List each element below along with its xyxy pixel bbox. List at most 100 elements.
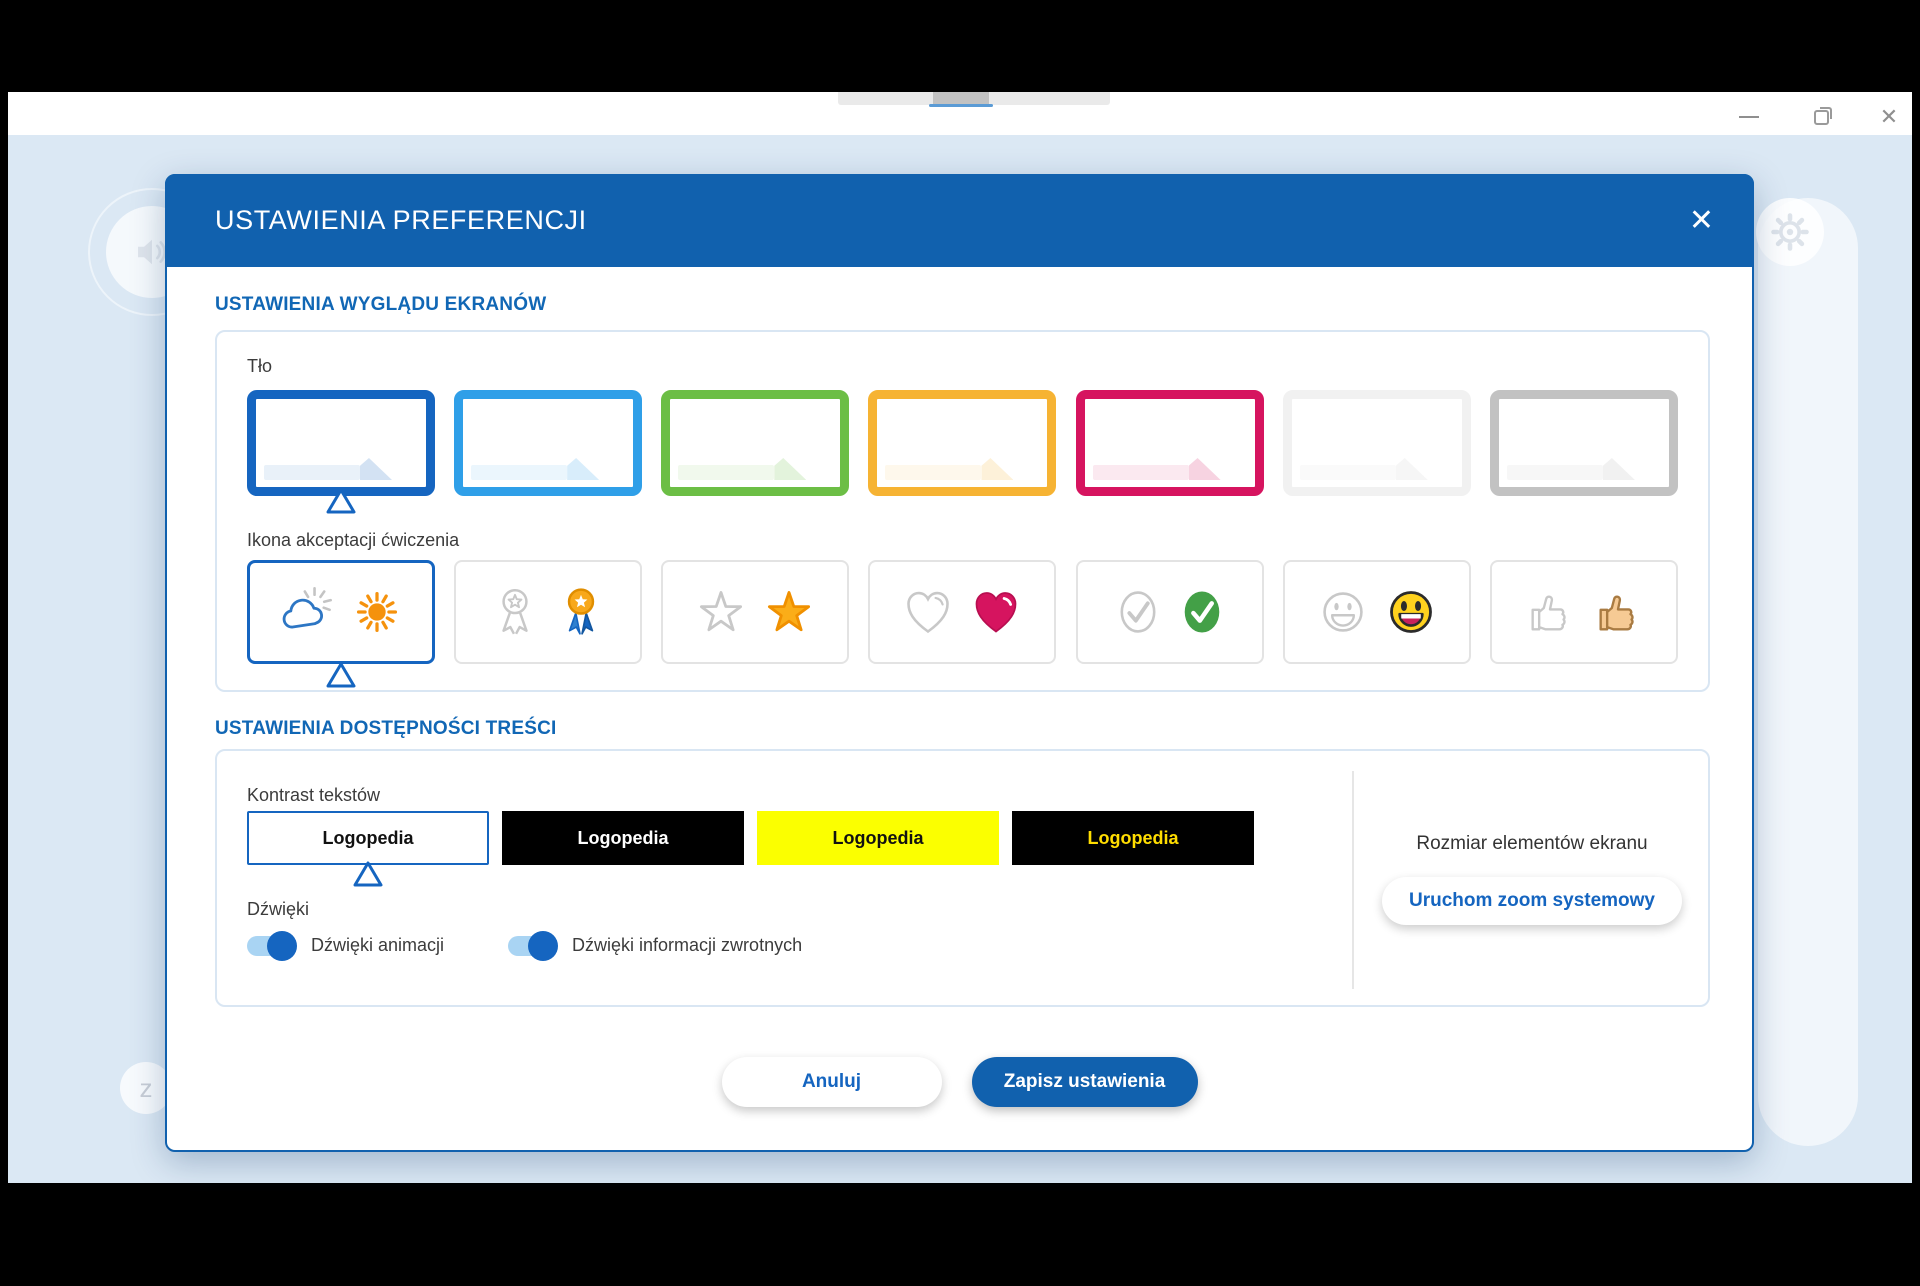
- background-option-dark-blue[interactable]: [247, 390, 435, 514]
- zoom-letter-button[interactable]: z: [120, 1062, 172, 1114]
- restore-button[interactable]: [1804, 104, 1838, 130]
- contrast-option-4[interactable]: Logopedia: [1012, 811, 1254, 865]
- accept-icon-option-medal[interactable]: [454, 560, 643, 664]
- medal-outline-icon: [502, 588, 528, 635]
- accessibility-card: Kontrast tekstów Logopedia Logopedia Log…: [215, 749, 1710, 1007]
- dialog-close-icon[interactable]: ✕: [1688, 203, 1714, 237]
- page-fold: [1188, 458, 1221, 480]
- contrast-option-2[interactable]: Logopedia: [502, 811, 744, 865]
- page-bar: [885, 465, 982, 480]
- screen-size-label: Rozmiar elementów ekranu: [1416, 833, 1648, 854]
- contrast-options: Logopedia Logopedia Logopedia Logopedia: [247, 811, 1254, 887]
- contrast-option-text: Logopedia: [322, 827, 414, 848]
- browser-tab: [933, 92, 989, 105]
- medal-icon: [567, 588, 595, 635]
- speaker-icon: [138, 239, 166, 265]
- toggle-group-feedback-sounds: Dźwięki informacji zwrotnych: [508, 930, 803, 961]
- contrast-option-text: Logopedia: [1087, 827, 1179, 848]
- toggle-group-animation-sounds: Dźwięki animacji: [247, 930, 445, 961]
- vertical-divider: [1352, 771, 1354, 989]
- preferences-dialog: USTAWIENIA PREFERENCJI ✕ USTAWIENIA WYGL…: [165, 174, 1754, 1152]
- page-bar: [264, 465, 360, 480]
- accept-icon-options: [247, 560, 1678, 688]
- system-zoom-button[interactable]: Uruchom zoom systemowy: [1382, 877, 1682, 925]
- thumbs-up-icon: [1599, 595, 1634, 631]
- star-outline-icon: [700, 591, 743, 632]
- dialog-footer: Anuluj Zapisz ustawienia: [167, 1057, 1752, 1107]
- minimize-icon: [1739, 116, 1759, 118]
- background-option-yellow[interactable]: [868, 390, 1057, 496]
- save-button[interactable]: Zapisz ustawienia: [971, 1057, 1198, 1107]
- page-fold: [1395, 458, 1428, 480]
- page-bar: [1092, 465, 1189, 480]
- animation-sounds-label: Dźwięki animacji: [311, 935, 445, 955]
- background-option-white[interactable]: [1282, 390, 1471, 496]
- background-label: Tło: [247, 356, 273, 376]
- star-icon: [768, 591, 811, 632]
- contrast-option-text: Logopedia: [577, 827, 669, 848]
- page-bar: [1506, 465, 1603, 480]
- heart-icon: [976, 592, 1017, 633]
- page-fold: [360, 458, 392, 480]
- background-option-green[interactable]: [661, 390, 850, 496]
- background-option-crimson[interactable]: [1075, 390, 1264, 496]
- selected-marker-icon: [326, 662, 356, 688]
- thumbs-up-outline-icon: [1531, 595, 1566, 631]
- background-option-gray[interactable]: [1489, 390, 1678, 496]
- sound-toggles: Dźwięki animacji Dźwięki informacji zwro…: [247, 930, 803, 961]
- tab-accent-line: [929, 104, 993, 107]
- page-fold: [1602, 458, 1635, 480]
- accessibility-heading: USTAWIENIA DOSTĘPNOŚCI TREŚCI: [215, 718, 557, 739]
- minimize-button[interactable]: [1732, 104, 1766, 130]
- background-options: [247, 390, 1678, 514]
- appearance-card: Tło: [215, 330, 1710, 692]
- page-fold: [981, 458, 1014, 480]
- background-option-light-blue[interactable]: [454, 390, 643, 496]
- contrast-option-text: Logopedia: [832, 827, 924, 848]
- animation-sounds-toggle[interactable]: [247, 930, 297, 961]
- zoom-column: Rozmiar elementów ekranu Uruchom zoom sy…: [1352, 751, 1712, 1005]
- sun-cloud-outline-icon: [282, 587, 332, 629]
- accept-icon-option-heart[interactable]: [868, 560, 1057, 664]
- dialog-title: USTAWIENIA PREFERENCJI: [215, 205, 587, 235]
- close-window-icon: ✕: [1879, 104, 1899, 129]
- check-outline-icon: [1120, 591, 1156, 633]
- accept-icon-option-check[interactable]: [1075, 560, 1264, 664]
- selected-marker-icon: [353, 861, 383, 887]
- accept-icon-option-smiley[interactable]: [1282, 560, 1471, 664]
- restore-icon: [1813, 106, 1832, 125]
- gear-icon: [1771, 213, 1809, 251]
- browser-tab-strip: [838, 92, 1110, 107]
- settings-button[interactable]: [1756, 198, 1824, 266]
- side-panel: [1758, 198, 1858, 1146]
- appearance-heading: USTAWIENIA WYGLĄDU EKRANÓW: [215, 294, 547, 315]
- feedback-sounds-toggle[interactable]: [508, 930, 559, 961]
- check-icon: [1184, 591, 1219, 633]
- accept-icon-label: Ikona akceptacji ćwiczenia: [247, 530, 460, 550]
- selected-marker-icon: [326, 488, 356, 514]
- zoom-letter: z: [139, 1072, 153, 1103]
- page-bar: [678, 465, 775, 480]
- contrast-option-1[interactable]: Logopedia: [247, 811, 489, 887]
- toggle-knob: [267, 930, 297, 961]
- smiley-icon: [1389, 591, 1432, 633]
- contrast-option-3[interactable]: Logopedia: [757, 811, 999, 865]
- feedback-sounds-label: Dźwięki informacji zwrotnych: [572, 935, 803, 955]
- accept-icon-option-sun[interactable]: [247, 560, 435, 688]
- accept-icon-option-star[interactable]: [661, 560, 850, 664]
- page-fold: [774, 458, 807, 480]
- cancel-button[interactable]: Anuluj: [721, 1057, 942, 1107]
- dialog-header: USTAWIENIA PREFERENCJI ✕: [165, 174, 1754, 267]
- close-window-button[interactable]: ✕: [1872, 104, 1906, 130]
- page-fold: [567, 458, 600, 480]
- contrast-label: Kontrast tekstów: [247, 785, 381, 805]
- sounds-label: Dźwięki: [247, 899, 310, 919]
- page-bar: [1299, 465, 1396, 480]
- heart-outline-icon: [907, 591, 950, 634]
- toggle-knob: [528, 930, 559, 961]
- accept-icon-option-thumbs-up[interactable]: [1489, 560, 1678, 664]
- page-bar: [471, 465, 568, 480]
- sun-icon: [356, 591, 398, 633]
- smiley-outline-icon: [1323, 592, 1363, 632]
